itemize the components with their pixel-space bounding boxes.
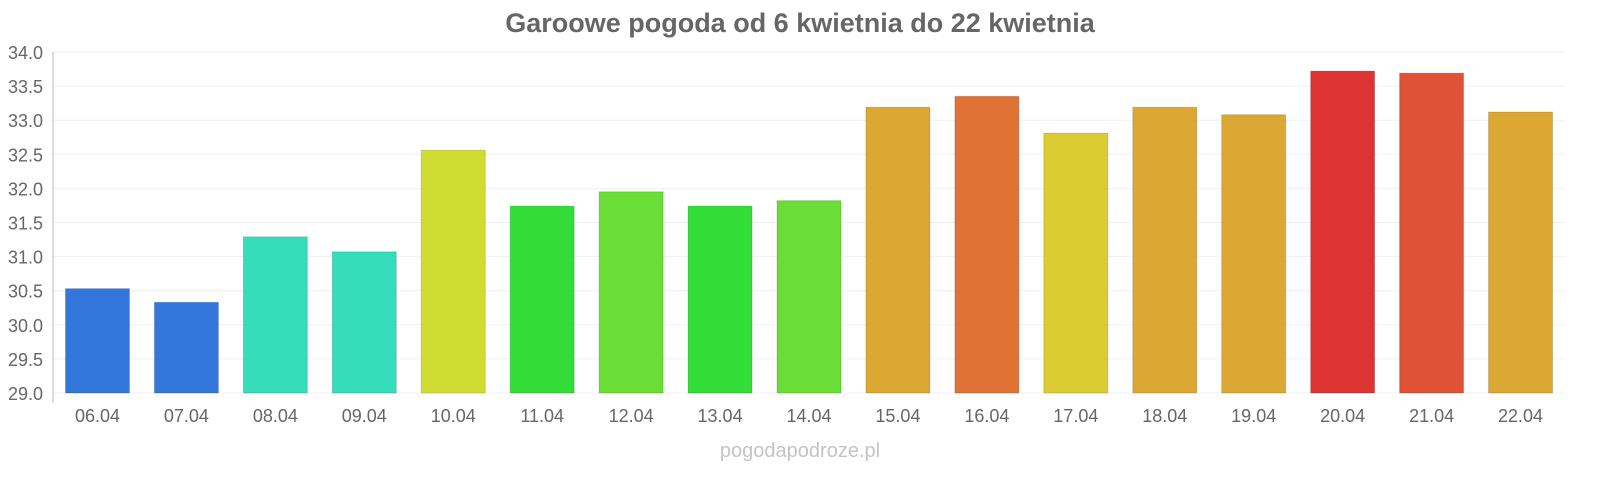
y-tick-label: 33.5 <box>8 77 43 97</box>
x-tick-label: 07.04 <box>164 406 209 426</box>
x-tick-label: 06.04 <box>75 406 120 426</box>
watermark-source: pogodapodroze.pl <box>719 440 881 462</box>
y-tick-label: 32.0 <box>8 179 43 199</box>
bar-13.04 <box>687 205 753 394</box>
x-tick-label: 18.04 <box>1142 406 1187 426</box>
bar-18.04 <box>1132 106 1198 394</box>
x-tick-label: 19.04 <box>1231 406 1276 426</box>
bar-08.04 <box>242 236 308 394</box>
bar-11.04 <box>509 205 575 394</box>
bar-06.04 <box>64 288 130 394</box>
x-tick-label: 12.04 <box>609 406 654 426</box>
y-tick-label: 33.0 <box>8 111 43 131</box>
x-tick-label: 11.04 <box>520 406 564 426</box>
y-tick-label: 31.5 <box>8 214 43 234</box>
bar-15.04 <box>865 106 931 394</box>
x-tick-label: 10.04 <box>431 406 476 426</box>
bar-22.04 <box>1488 111 1554 394</box>
y-tick-label: 29.0 <box>8 384 43 404</box>
bar-16.04 <box>954 95 1020 394</box>
x-tick-label: 13.04 <box>698 406 743 426</box>
bar-19.04 <box>1221 114 1287 394</box>
bar-07.04 <box>153 301 219 394</box>
x-tick-label: 20.04 <box>1320 406 1365 426</box>
y-tick-label: 29.5 <box>8 350 43 370</box>
bar-09.04 <box>331 251 397 394</box>
x-tick-label: 15.04 <box>875 406 920 426</box>
bar-12.04 <box>598 191 664 394</box>
bar-10.04 <box>420 149 486 394</box>
bar-20.04 <box>1310 70 1376 394</box>
x-tick-label: 16.04 <box>964 406 1009 426</box>
y-tick-label: 31.0 <box>8 248 43 268</box>
bar-21.04 <box>1399 72 1465 394</box>
y-tick-label: 30.0 <box>8 316 43 336</box>
x-tick-label: 21.04 <box>1409 406 1454 426</box>
x-tick-label: 22.04 <box>1498 406 1543 426</box>
x-tick-label: 17.04 <box>1053 406 1098 426</box>
bar-17.04 <box>1043 132 1109 394</box>
y-tick-label: 34.0 <box>8 43 43 63</box>
chart-title: Garoowe pogoda od 6 kwietnia do 22 kwiet… <box>505 8 1095 38</box>
x-tick-label: 14.04 <box>786 406 831 426</box>
bar-14.04 <box>776 200 842 394</box>
x-tick-label: 08.04 <box>253 406 298 426</box>
y-tick-label: 32.5 <box>8 145 43 165</box>
x-tick-label: 09.04 <box>342 406 387 426</box>
y-tick-label: 30.5 <box>8 282 43 302</box>
